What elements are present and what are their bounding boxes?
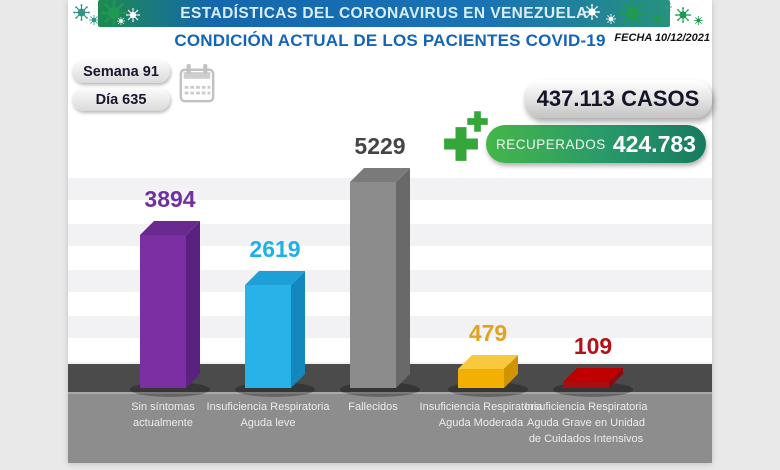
day-badge: Día 635 bbox=[72, 88, 170, 111]
recovered-badge: RECUPERADOS 424.783 bbox=[486, 125, 706, 163]
page-title: CONDICIÓN ACTUAL DE LOS PACIENTES COVID-… bbox=[174, 31, 606, 50]
calendar-icon bbox=[179, 64, 215, 103]
header-title: ESTADÍSTICAS DEL CORONAVIRUS EN VENEZUEL… bbox=[180, 4, 588, 22]
header: ESTADÍSTICAS DEL CORONAVIRUS EN VENEZUEL… bbox=[68, 0, 712, 27]
bar-value-label: 479 bbox=[468, 320, 508, 346]
bar-value-label: 109 bbox=[573, 333, 613, 359]
content-canvas: ESTADÍSTICAS DEL CORONAVIRUS EN VENEZUEL… bbox=[68, 0, 712, 463]
cases-badge: 437.113 CASOS bbox=[524, 80, 712, 118]
virus-icon bbox=[73, 4, 90, 21]
virus-icon bbox=[675, 7, 691, 23]
category-label: Fallecidos bbox=[348, 401, 398, 413]
subheader: CONDICIÓN ACTUAL DE LOS PACIENTES COVID-… bbox=[68, 28, 712, 54]
week-badge: Semana 91 bbox=[72, 60, 170, 83]
category-label: Sin síntomas actualmente bbox=[131, 401, 195, 429]
bar-value-label: 2619 bbox=[249, 236, 301, 262]
virus-icon bbox=[694, 16, 703, 25]
category-label-band bbox=[68, 392, 712, 463]
category-label: Insuficiencia Respiratoria Aguda leve bbox=[206, 401, 330, 429]
recovered-value: 424.783 bbox=[612, 130, 696, 157]
cases-badge-label: 437.113 CASOS bbox=[536, 86, 700, 111]
category-label: Insuficiencia Respiratoria Aguda Grave e… bbox=[524, 401, 648, 445]
header-title-bar: ESTADÍSTICAS DEL CORONAVIRUS EN VENEZUEL… bbox=[98, 0, 670, 27]
day-badge-label: Día 635 bbox=[95, 91, 147, 108]
bar-value-label: 3894 bbox=[144, 186, 196, 212]
recovered-label: RECUPERADOS bbox=[496, 136, 606, 152]
plus-icon bbox=[466, 110, 489, 133]
date-label: FECHA 10/12/2021 bbox=[614, 32, 710, 44]
category-label: Insuficiencia Respiratoria Aguda Moderad… bbox=[419, 401, 543, 429]
week-badge-label: Semana 91 bbox=[83, 63, 159, 80]
bar-value-label: 5229 bbox=[354, 133, 406, 159]
